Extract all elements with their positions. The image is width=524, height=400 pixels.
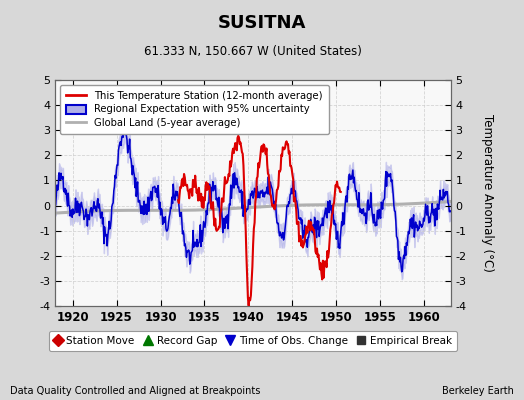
Y-axis label: Temperature Anomaly (°C): Temperature Anomaly (°C) xyxy=(481,114,494,272)
Legend: This Temperature Station (12-month average), Regional Expectation with 95% uncer: This Temperature Station (12-month avera… xyxy=(60,85,329,134)
Text: Data Quality Controlled and Aligned at Breakpoints: Data Quality Controlled and Aligned at B… xyxy=(10,386,261,396)
Text: Berkeley Earth: Berkeley Earth xyxy=(442,386,514,396)
Title: 61.333 N, 150.667 W (United States): 61.333 N, 150.667 W (United States) xyxy=(144,45,362,58)
Text: SUSITNA: SUSITNA xyxy=(218,14,306,32)
Legend: Station Move, Record Gap, Time of Obs. Change, Empirical Break: Station Move, Record Gap, Time of Obs. C… xyxy=(49,331,457,351)
